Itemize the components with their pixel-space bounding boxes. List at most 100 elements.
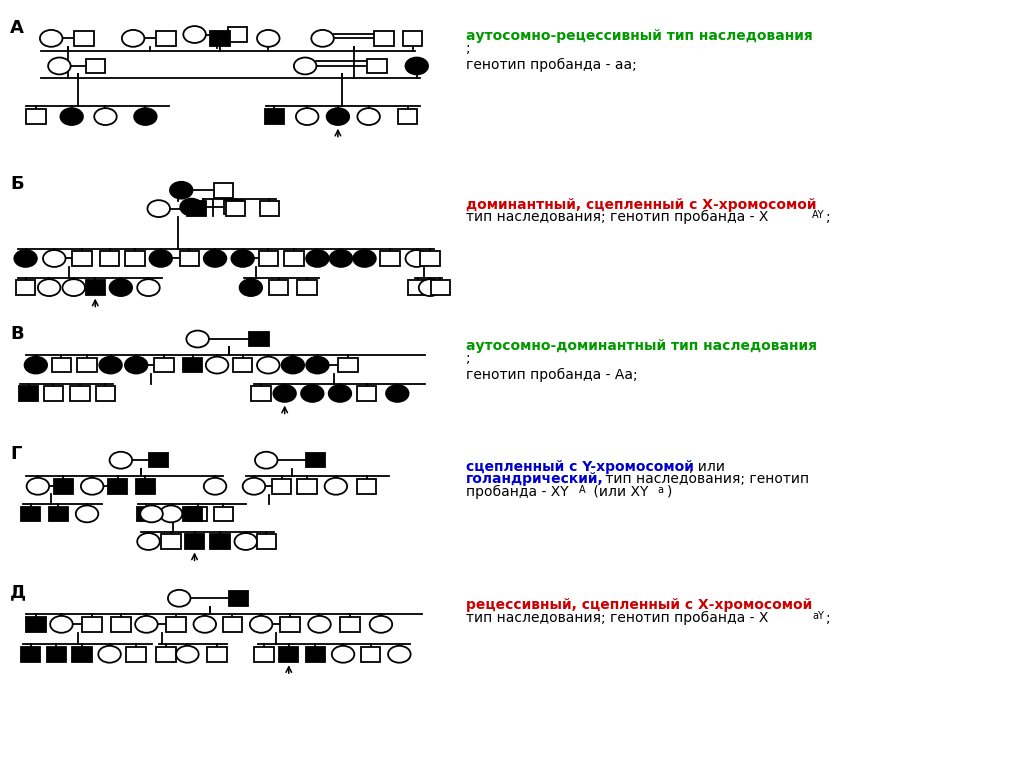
Bar — [47, 647, 66, 661]
Circle shape — [170, 182, 193, 199]
Bar — [264, 110, 285, 123]
Circle shape — [134, 108, 157, 125]
Bar — [20, 507, 40, 522]
Circle shape — [257, 357, 280, 374]
Bar — [225, 201, 246, 216]
Bar — [356, 386, 377, 400]
Bar — [211, 31, 229, 46]
Bar — [184, 534, 204, 549]
Circle shape — [204, 478, 226, 495]
Text: А: А — [579, 485, 585, 495]
Bar — [51, 357, 71, 372]
Circle shape — [308, 616, 331, 633]
Bar — [268, 280, 289, 295]
Bar — [223, 617, 242, 632]
Text: В: В — [10, 324, 24, 343]
Bar — [430, 280, 451, 295]
Circle shape — [180, 199, 203, 216]
Circle shape — [406, 58, 428, 74]
Bar — [49, 507, 68, 522]
Circle shape — [243, 478, 265, 495]
Bar — [154, 357, 173, 372]
Circle shape — [325, 478, 347, 495]
Text: Г: Г — [10, 445, 22, 463]
Circle shape — [204, 250, 226, 267]
Bar — [182, 357, 202, 372]
Circle shape — [94, 108, 117, 125]
Circle shape — [137, 279, 160, 296]
Bar — [305, 453, 326, 467]
Circle shape — [306, 250, 329, 267]
Bar — [162, 534, 180, 549]
Bar — [223, 199, 244, 214]
Bar — [375, 31, 393, 46]
Bar — [340, 617, 360, 632]
Circle shape — [160, 505, 182, 522]
Bar — [280, 617, 299, 632]
Bar — [82, 617, 102, 632]
Bar — [408, 280, 428, 295]
Bar — [403, 31, 423, 46]
Bar — [256, 534, 276, 549]
Bar — [156, 31, 176, 46]
Circle shape — [306, 357, 329, 374]
Bar — [86, 58, 105, 73]
Bar — [227, 28, 248, 42]
Circle shape — [357, 108, 380, 125]
Text: тип наследования; генотип пробанда - Х: тип наследования; генотип пробанда - Х — [466, 611, 768, 624]
Bar — [100, 251, 119, 265]
Bar — [279, 647, 299, 661]
Circle shape — [98, 646, 121, 663]
Circle shape — [60, 108, 83, 125]
Circle shape — [329, 385, 351, 402]
Bar — [166, 617, 185, 632]
Bar — [397, 110, 418, 123]
Bar — [135, 479, 155, 494]
Circle shape — [386, 385, 409, 402]
Circle shape — [110, 452, 132, 469]
Circle shape — [257, 30, 280, 47]
Bar — [182, 507, 202, 522]
Bar — [72, 251, 92, 265]
Circle shape — [14, 250, 37, 267]
Text: аутосомно-доминантный тип наследования: аутосомно-доминантный тип наследования — [466, 339, 817, 353]
Text: аутосомно-рецессивный тип наследования: аутосомно-рецессивный тип наследования — [466, 29, 813, 43]
Text: ;
генотип пробанда - аа;: ; генотип пробанда - аа; — [466, 41, 637, 72]
Bar — [272, 479, 292, 494]
Bar — [127, 647, 146, 661]
Text: , или: , или — [689, 460, 725, 474]
Circle shape — [168, 590, 190, 607]
Circle shape — [38, 279, 60, 296]
Text: сцепленный с Y-хромосомой: сцепленный с Y-хромосомой — [466, 460, 694, 474]
Bar — [232, 357, 252, 372]
Bar — [229, 591, 248, 606]
Bar — [381, 251, 399, 265]
Circle shape — [294, 58, 316, 74]
Circle shape — [81, 478, 103, 495]
Circle shape — [282, 357, 304, 374]
Circle shape — [406, 250, 428, 267]
Bar — [297, 280, 317, 295]
Circle shape — [122, 30, 144, 47]
Bar — [254, 647, 274, 661]
Circle shape — [194, 616, 216, 633]
Circle shape — [27, 478, 49, 495]
Text: ;
генотип пробанда - Аа;: ; генотип пробанда - Аа; — [466, 351, 638, 382]
Text: А: А — [10, 19, 25, 38]
Circle shape — [43, 250, 66, 267]
Circle shape — [40, 30, 62, 47]
Circle shape — [62, 279, 85, 296]
Text: аY: аY — [812, 611, 824, 621]
Bar — [360, 647, 381, 661]
Circle shape — [25, 357, 47, 374]
Circle shape — [125, 357, 147, 374]
Text: голандрический,: голандрический, — [466, 472, 604, 486]
Text: а: а — [657, 485, 664, 495]
Bar — [75, 31, 94, 46]
Circle shape — [353, 250, 376, 267]
Bar — [258, 251, 279, 265]
Bar — [420, 251, 440, 265]
Circle shape — [135, 616, 158, 633]
Text: ): ) — [667, 485, 672, 499]
Bar — [43, 386, 63, 400]
